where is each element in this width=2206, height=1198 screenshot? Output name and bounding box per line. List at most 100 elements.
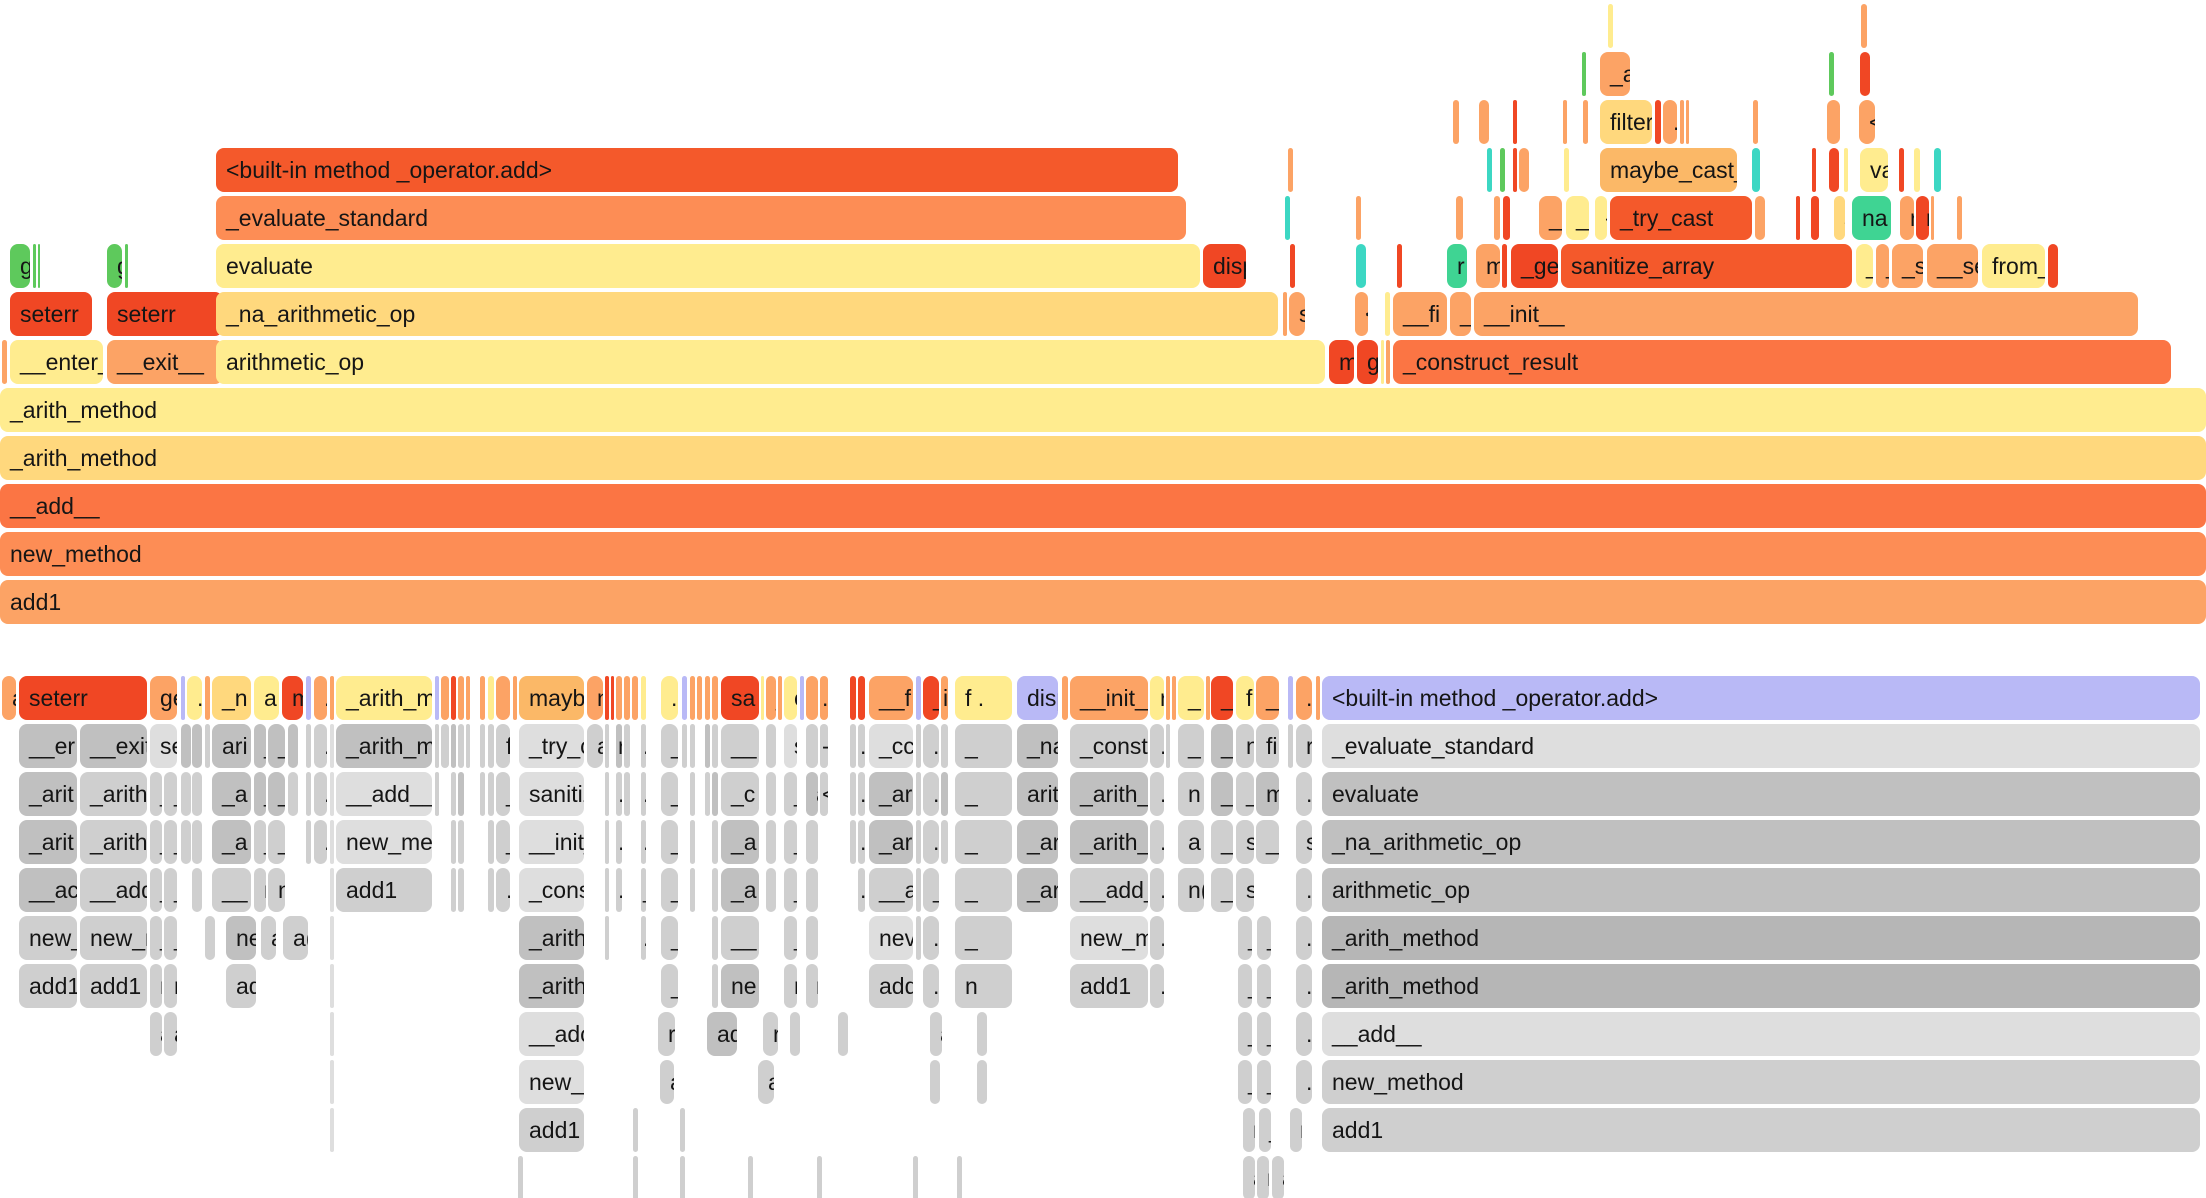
frame-sliver[interactable] xyxy=(1934,148,1941,192)
frame-sliver[interactable] xyxy=(748,1156,753,1198)
frame-sliver[interactable] xyxy=(930,1060,940,1104)
frame-sliver[interactable] xyxy=(1206,676,1210,720)
frame-sliver[interactable] xyxy=(458,772,464,816)
frame-_arith_method[interactable]: _arith_method xyxy=(0,436,2206,480)
frame-_ge[interactable]: _ge xyxy=(1511,244,1558,288)
frame-_na_arithmetic_op[interactable]: _na_arithmetic_op xyxy=(216,292,1278,336)
frame-i[interactable]: i xyxy=(941,676,948,720)
frame-sliver[interactable] xyxy=(1456,196,1463,240)
frame-_[interactable]: _ xyxy=(766,676,776,720)
frame-_[interactable]: _ xyxy=(1238,916,1252,960)
frame-_a[interactable]: _a xyxy=(721,868,759,912)
frame-f[interactable]: f xyxy=(496,724,510,768)
frame-sliver[interactable] xyxy=(1931,196,1934,240)
frame-sliver[interactable] xyxy=(1513,148,1517,192)
frame-_construct_result[interactable]: _construct_result xyxy=(1393,340,2171,384)
frame-sliver[interactable] xyxy=(697,676,702,720)
frame-_a[interactable]: _a xyxy=(268,772,285,816)
frame-a[interactable]: a xyxy=(1272,1156,1284,1198)
frame-sliver[interactable] xyxy=(480,724,485,768)
frame-.[interactable]: . xyxy=(641,916,646,960)
frame-__add[interactable]: __add xyxy=(80,868,147,912)
frame-r[interactable]: r xyxy=(288,724,298,768)
frame-m[interactable]: m xyxy=(1329,340,1354,384)
frame-__se[interactable]: __se xyxy=(1927,244,1978,288)
frame-__init_[interactable]: __init_ xyxy=(519,820,584,864)
frame-__add__[interactable]: __add__ xyxy=(336,772,432,816)
frame-a[interactable]: a xyxy=(205,916,215,960)
frame-sliver[interactable] xyxy=(181,676,185,720)
frame-r[interactable]: r xyxy=(806,964,818,1008)
frame-_[interactable]: _ xyxy=(254,724,266,768)
frame-_[interactable]: _ xyxy=(923,676,939,720)
frame-_[interactable]: _ xyxy=(661,820,678,864)
frame-sliver[interactable] xyxy=(1957,196,1962,240)
frame-seterr[interactable]: seterr xyxy=(107,292,223,336)
frame-sliver[interactable] xyxy=(850,676,856,720)
frame-sliver[interactable] xyxy=(1827,100,1840,144)
frame-sliver[interactable] xyxy=(1844,148,1848,192)
frame-sliver[interactable] xyxy=(1914,148,1920,192)
frame-.[interactable]: . xyxy=(858,868,865,912)
frame-sliver[interactable] xyxy=(916,676,921,720)
frame-sliver[interactable] xyxy=(330,676,334,720)
frame-sliver[interactable] xyxy=(1288,676,1293,720)
frame-_cons[interactable]: _cons xyxy=(519,868,584,912)
frame-_[interactable]: _ xyxy=(150,772,162,816)
frame-arithmetic_op[interactable]: arithmetic_op xyxy=(216,340,1325,384)
frame-n[interactable]: n xyxy=(254,868,266,912)
frame-_a[interactable]: _a xyxy=(212,772,251,816)
frame-_arith_[interactable]: _arith_ xyxy=(1070,820,1148,864)
frame-_[interactable]: _ xyxy=(1257,1012,1271,1056)
frame-sliver[interactable] xyxy=(1563,100,1567,144)
frame-sliver[interactable] xyxy=(1608,4,1613,48)
frame-sliver[interactable] xyxy=(605,916,609,960)
frame-m[interactable]: m xyxy=(1476,244,1500,288)
frame-sliver[interactable] xyxy=(205,724,210,768)
frame-c[interactable]: c xyxy=(784,676,797,720)
frame-.[interactable]: . xyxy=(806,868,818,912)
frame-sliver[interactable] xyxy=(712,772,718,816)
frame-g[interactable]: g xyxy=(10,244,30,288)
frame-sliver[interactable] xyxy=(800,676,804,720)
frame-_[interactable]: _ xyxy=(1257,1060,1271,1104)
frame-_[interactable]: _ xyxy=(1257,916,1271,960)
frame-s[interactable]: s xyxy=(1289,292,1305,336)
frame-.[interactable]: . xyxy=(616,772,622,816)
frame-.[interactable]: . xyxy=(314,820,327,864)
frame-__[interactable]: __ xyxy=(721,724,759,768)
frame-_arith[interactable]: _arith xyxy=(519,964,584,1008)
frame-sliver[interactable] xyxy=(766,772,776,816)
frame-a[interactable]: a xyxy=(1178,820,1204,864)
frame-.[interactable]: . xyxy=(192,772,202,816)
frame-sliver[interactable] xyxy=(941,820,948,864)
frame-_[interactable]: _ xyxy=(1256,676,1279,720)
frame-_[interactable]: _ xyxy=(955,820,1012,864)
frame-sliver[interactable] xyxy=(488,772,494,816)
frame-cell[interactable]: < xyxy=(1859,100,1875,144)
frame-sliver[interactable] xyxy=(1062,676,1068,720)
frame-a[interactable]: a xyxy=(977,1012,987,1056)
frame-n[interactable]: n( xyxy=(268,868,285,912)
frame-_[interactable]: _ xyxy=(955,724,1012,768)
frame-sliver[interactable] xyxy=(1316,676,1320,720)
frame-sliver[interactable] xyxy=(480,772,485,816)
frame-n[interactable]: n xyxy=(1178,772,1204,816)
frame-r[interactable]: r xyxy=(192,868,202,912)
frame-__f[interactable]: __f xyxy=(869,676,913,720)
frame-sliver[interactable] xyxy=(488,676,494,720)
frame-.[interactable]: . xyxy=(1150,868,1164,912)
frame-_evaluate_standard[interactable]: _evaluate_standard xyxy=(1322,724,2200,768)
frame-sliver[interactable] xyxy=(1381,340,1384,384)
frame-.[interactable]: . xyxy=(1150,820,1164,864)
frame-sliver[interactable] xyxy=(1519,148,1529,192)
frame-_[interactable]: _ xyxy=(164,916,177,960)
frame-_arith_[interactable]: _arith_ xyxy=(80,772,147,816)
frame-r[interactable]: r xyxy=(1150,676,1164,720)
frame-add1[interactable]: add1 xyxy=(80,964,147,1008)
frame-.[interactable]: . xyxy=(1296,772,1312,816)
frame-sliver[interactable] xyxy=(690,676,695,720)
frame-_[interactable]: _ xyxy=(923,868,939,912)
frame-_e[interactable]: _e xyxy=(1539,196,1562,240)
frame-a[interactable]: a xyxy=(758,1060,774,1104)
